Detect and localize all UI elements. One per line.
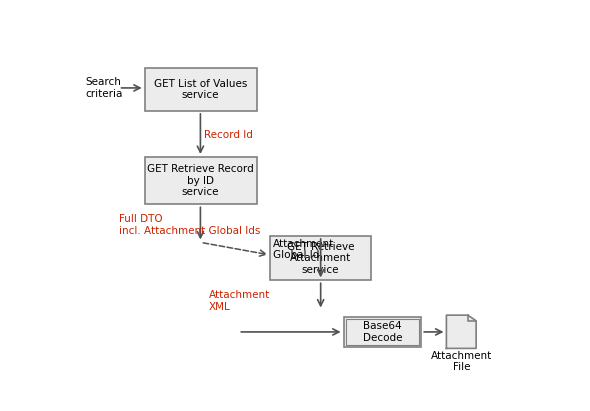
- Text: Base64
Decode: Base64 Decode: [363, 321, 402, 343]
- FancyBboxPatch shape: [145, 157, 257, 204]
- Text: Attachment
File: Attachment File: [431, 351, 492, 372]
- FancyBboxPatch shape: [343, 317, 421, 347]
- Text: Attachment
Global Id: Attachment Global Id: [273, 238, 334, 260]
- Text: Full DTO
incl. Attachment Global Ids: Full DTO incl. Attachment Global Ids: [119, 215, 261, 236]
- Text: Attachment
XML: Attachment XML: [209, 290, 270, 312]
- Text: GET Retrieve
Attachment
service: GET Retrieve Attachment service: [287, 242, 355, 275]
- Text: Search
criteria: Search criteria: [85, 77, 123, 99]
- Polygon shape: [447, 315, 476, 349]
- Text: GET Retrieve Record
by ID
service: GET Retrieve Record by ID service: [148, 164, 254, 197]
- Text: Record Id: Record Id: [204, 130, 253, 140]
- FancyBboxPatch shape: [145, 68, 257, 111]
- Text: GET List of Values
service: GET List of Values service: [154, 79, 247, 100]
- FancyBboxPatch shape: [270, 236, 371, 280]
